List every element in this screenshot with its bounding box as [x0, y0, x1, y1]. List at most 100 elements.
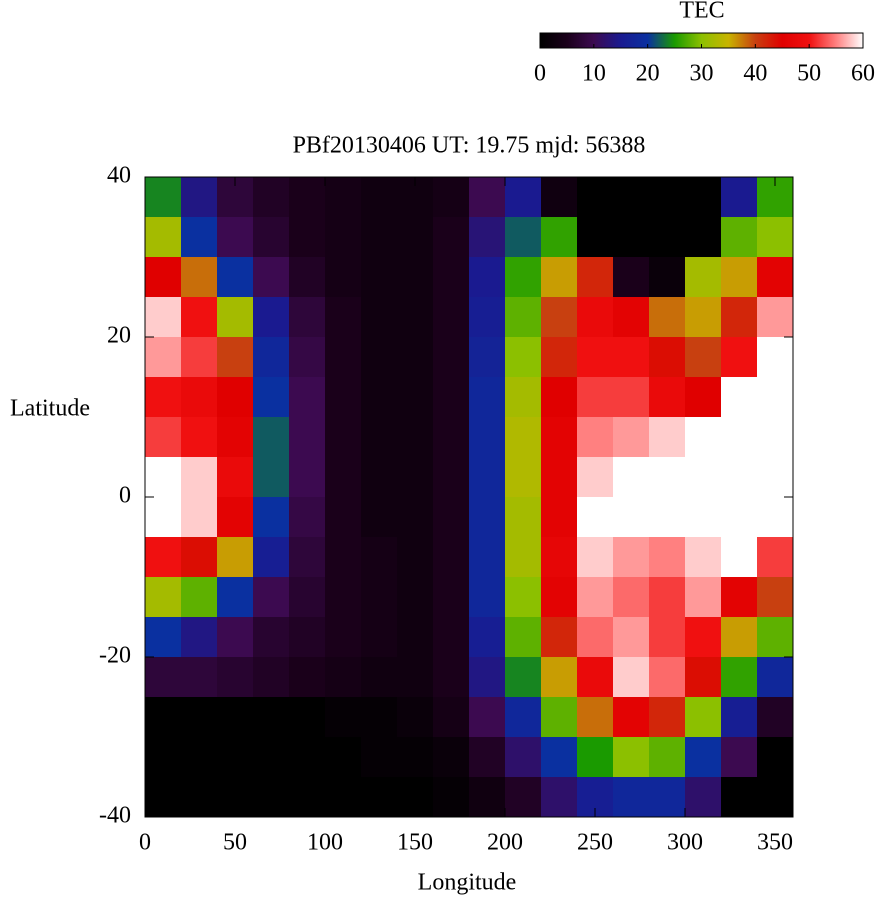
- heatmap-cell: [289, 577, 326, 618]
- heatmap-cell: [253, 337, 290, 378]
- heatmap-cell: [505, 257, 542, 298]
- heatmap-cell: [577, 217, 614, 258]
- heatmap-cell: [289, 217, 326, 258]
- heatmap-cell: [541, 457, 578, 498]
- heatmap-cell: [757, 257, 794, 298]
- heatmap-cell: [649, 177, 686, 218]
- heatmap-cell: [577, 377, 614, 418]
- heatmap-cell: [541, 617, 578, 658]
- heatmap-cell: [325, 217, 362, 258]
- heatmap-cell: [613, 617, 650, 658]
- heatmap-cell: [217, 257, 254, 298]
- heatmap-cell: [397, 497, 434, 538]
- heatmap-cell: [541, 577, 578, 618]
- heatmap-cell: [433, 497, 470, 538]
- heatmap-cell: [757, 537, 794, 578]
- heatmap-cell: [361, 697, 398, 738]
- y-tick-label: 0: [119, 483, 131, 509]
- heatmap-cell: [433, 417, 470, 458]
- heatmap-cell: [505, 537, 542, 578]
- heatmap-cell: [433, 777, 470, 818]
- heatmap-cell: [577, 617, 614, 658]
- heatmap-cell: [721, 457, 758, 498]
- heatmap-cell: [361, 457, 398, 498]
- heatmap-cell: [577, 417, 614, 458]
- heatmap-cell: [253, 297, 290, 338]
- heatmap-cell: [433, 537, 470, 578]
- heatmap-cell: [325, 337, 362, 378]
- heatmap-cell: [505, 777, 542, 818]
- heatmap-cell: [757, 297, 794, 338]
- heatmap-cell: [397, 297, 434, 338]
- heatmap-cell: [397, 697, 434, 738]
- heatmap-cell: [181, 497, 218, 538]
- heatmap-cell: [613, 537, 650, 578]
- y-axis-label: Latitude: [10, 396, 90, 422]
- heatmap-cell: [433, 657, 470, 698]
- heatmap-cell: [685, 257, 722, 298]
- heatmap-cell: [217, 217, 254, 258]
- heatmap-cell: [649, 657, 686, 698]
- heatmap-cell: [181, 417, 218, 458]
- heatmap-cell: [505, 457, 542, 498]
- heatmap-cell: [217, 617, 254, 658]
- heatmap-cell: [541, 377, 578, 418]
- heatmap-cell: [685, 297, 722, 338]
- heatmap-cell: [541, 257, 578, 298]
- heatmap-cell: [325, 297, 362, 338]
- y-tick-label: 40: [107, 163, 131, 189]
- heatmap-cell: [613, 577, 650, 618]
- heatmap-cell: [325, 617, 362, 658]
- x-tick-label: 100: [307, 830, 343, 856]
- heatmap-cell: [541, 657, 578, 698]
- heatmap-cell: [289, 657, 326, 698]
- heatmap-cell: [289, 697, 326, 738]
- heatmap-cell: [649, 617, 686, 658]
- heatmap-cell: [469, 417, 506, 458]
- heatmap-cell: [325, 257, 362, 298]
- heatmap-cell: [433, 377, 470, 418]
- x-tick-label: 50: [223, 830, 247, 856]
- heatmap-cell: [757, 577, 794, 618]
- heatmap-cell: [685, 497, 722, 538]
- heatmap-cell: [505, 337, 542, 378]
- heatmap-cell: [721, 777, 758, 818]
- heatmap-cell: [577, 577, 614, 618]
- heatmap-cell: [685, 777, 722, 818]
- heatmap-cell: [361, 257, 398, 298]
- heatmap-cell: [469, 497, 506, 538]
- heatmap-cell: [145, 297, 182, 338]
- heatmap-cell: [253, 577, 290, 618]
- heatmap-cell: [145, 377, 182, 418]
- heatmap-cell: [253, 257, 290, 298]
- heatmap-cell: [181, 537, 218, 578]
- heatmap-cell: [577, 657, 614, 698]
- heatmap-cell: [181, 217, 218, 258]
- heatmap-cell: [469, 657, 506, 698]
- heatmap-cell: [505, 177, 542, 218]
- heatmap-cell: [289, 257, 326, 298]
- heatmap-cell: [541, 297, 578, 338]
- heatmap-cell: [325, 497, 362, 538]
- heatmap-cell: [649, 377, 686, 418]
- heatmap-cell: [685, 577, 722, 618]
- y-tick-label: -20: [99, 643, 131, 669]
- heatmap-cell: [613, 737, 650, 778]
- heatmap-cell: [685, 537, 722, 578]
- heatmap-cell: [433, 217, 470, 258]
- heatmap-cell: [721, 617, 758, 658]
- heatmap-cell: [721, 537, 758, 578]
- heatmap-cell: [397, 217, 434, 258]
- heatmap-cell: [649, 337, 686, 378]
- heatmap-cell: [361, 777, 398, 818]
- heatmap-cell: [649, 737, 686, 778]
- heatmap-cell: [433, 697, 470, 738]
- heatmap-cell: [145, 457, 182, 498]
- heatmap-cell: [613, 497, 650, 538]
- heatmap-cell: [505, 297, 542, 338]
- heatmap-cell: [613, 297, 650, 338]
- heatmap-cell: [757, 697, 794, 738]
- heatmap-cell: [145, 577, 182, 618]
- heatmap-cell: [145, 777, 182, 818]
- heatmap-cell: [577, 297, 614, 338]
